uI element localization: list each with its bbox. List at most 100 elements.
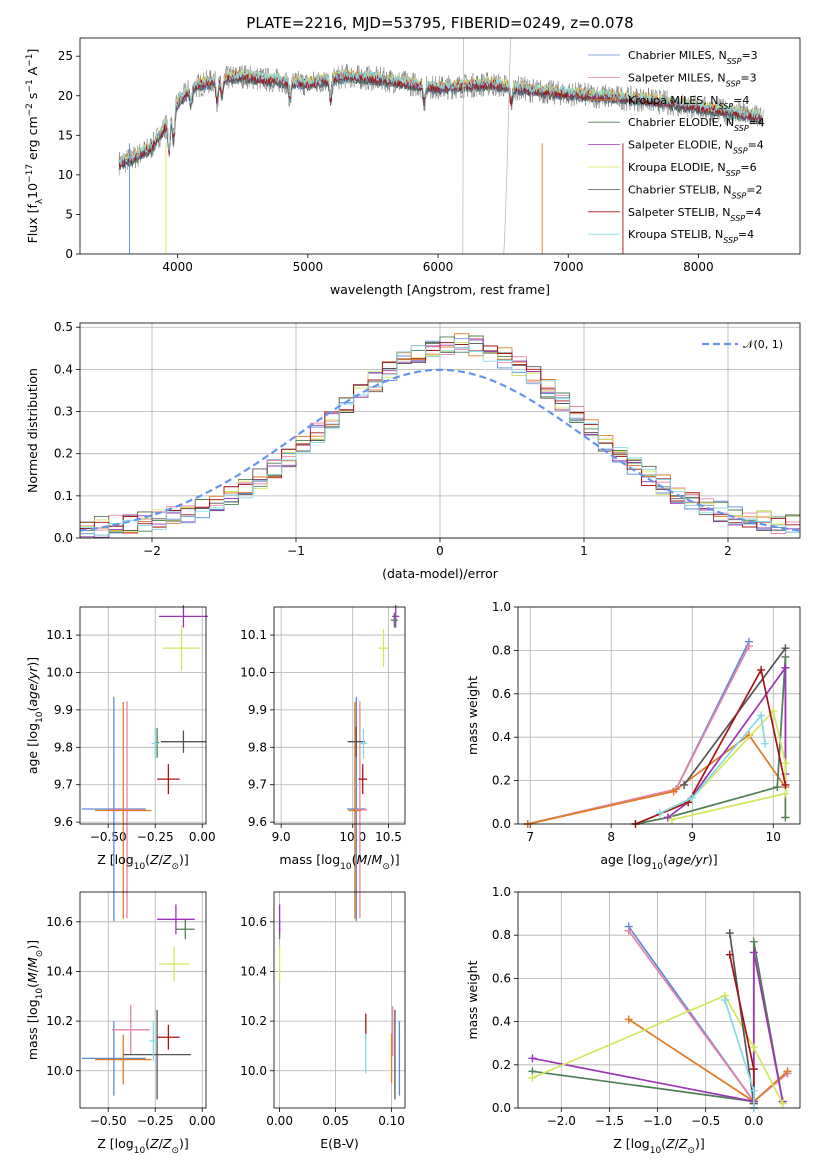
weight-line: [667, 665, 787, 819]
legend-text: Chabrier MILES, N: [628, 49, 727, 62]
age_vs_Z-panel: −0.50 −0.25 0.00 9.6 9.7 9.8 9.9 10.0 10.1 Z [log…: [25, 605, 216, 922]
x-tick-label: 0.00: [266, 1114, 293, 1128]
label-part: (: [661, 1136, 666, 1151]
x-tick-label: 9: [688, 830, 696, 844]
weight-marker: [749, 937, 758, 946]
x-tick-label: 0: [436, 544, 444, 558]
y-axis-label: Normed distribution: [25, 368, 40, 493]
weight-line: [659, 713, 767, 814]
x-tick-label: 10.5: [375, 830, 402, 844]
x-tick-label: −0.50: [90, 1114, 127, 1128]
label-part: −17: [25, 164, 35, 183]
y-tick-label: 10.0: [46, 1064, 73, 1078]
y-tick-label: 10.0: [240, 665, 267, 679]
legend-label: Chabrier MILES, NSSP=3: [628, 49, 758, 66]
y-axis-label: mass [log10(M/M⊙)]: [25, 940, 45, 1060]
x-tick-label: −0.50: [90, 830, 127, 844]
label-part: )]: [25, 657, 40, 667]
legend-sub: SSP: [734, 124, 749, 133]
weight-marker: [761, 739, 770, 748]
y-tick-label: 9.6: [248, 815, 267, 829]
weight-marker: [749, 1043, 758, 1052]
legend-value: =3: [740, 71, 756, 84]
weight-line: [628, 926, 789, 1103]
legend-text: Salpeter STELIB, N: [628, 206, 730, 219]
x-tick-label: 5000: [293, 260, 324, 274]
x-tick-label: 6000: [423, 260, 454, 274]
x-tick-label: −1.0: [643, 1114, 672, 1128]
x-tick-label: −0.25: [137, 830, 174, 844]
weight-marker: [624, 926, 633, 935]
label-part: /: [367, 852, 372, 867]
label-part: ⊙: [171, 862, 179, 872]
y-tick-label: 10.1: [46, 628, 73, 642]
axes-frame: [79, 606, 207, 825]
label-part: Z [log: [97, 1136, 133, 1151]
x-axis-label: Z [log10(Z/Z⊙)]: [613, 1136, 705, 1156]
legend-value: =4: [745, 206, 761, 219]
label-part: Z: [665, 1136, 675, 1151]
label-part: Z: [149, 852, 159, 867]
weight-line: [532, 994, 784, 1105]
label-part: 10: [652, 862, 664, 872]
x-tick-label: −2: [143, 544, 161, 558]
label-part: age [log: [25, 723, 40, 774]
legend-text: Chabrier ELODIE, N: [628, 116, 734, 129]
histogram-step: [80, 338, 800, 536]
weight-marker: [528, 1054, 537, 1063]
x-axis-label: Z [log10(Z/Z⊙)]: [97, 1136, 189, 1156]
legend-label: Kroupa STELIB, NSSP=4: [628, 228, 754, 245]
label-part: /: [675, 1136, 680, 1151]
label-part: ⊙: [35, 950, 45, 958]
model-spectrum: [118, 68, 762, 167]
weight-marker: [667, 815, 676, 824]
legend-text: Kroupa STELIB, N: [628, 228, 723, 241]
y-tick-label: 10.0: [46, 665, 73, 679]
weight-marker: [778, 1099, 787, 1108]
y-tick-label: 20: [58, 89, 73, 103]
age_vs_mass-panel: 9.0 10.0 10.5 9.6 9.7 9.8 9.9 10.0 10.1 mass [log…: [240, 605, 406, 922]
weight-marker: [781, 652, 790, 661]
y-tick-label: 10.6: [46, 915, 73, 929]
weight-line: [628, 930, 789, 1103]
legend-sub: SSP: [730, 213, 745, 222]
label-part: )]: [695, 1136, 705, 1151]
y-tick-label: 0.4: [54, 362, 73, 376]
legend-value: =4: [748, 139, 764, 152]
y-tick-label: 25: [58, 49, 73, 63]
x-axis-label: Z [log10(Z/Z⊙)]: [97, 852, 189, 872]
label-part: ⊙: [171, 1146, 179, 1156]
label-part: Z: [678, 1136, 688, 1151]
label-part: mass [log: [279, 852, 340, 867]
x-tick-label: 7000: [553, 260, 584, 274]
weight-line: [728, 932, 755, 1104]
y-tick-label: 0.2: [492, 1058, 511, 1072]
y-tick-label: 10.1: [240, 628, 267, 642]
weight-line: [532, 952, 784, 1103]
sky-line: [462, 38, 514, 254]
y-tick-label: 0.5: [54, 320, 73, 334]
label-part: Z: [162, 852, 172, 867]
label-part: age/yr: [25, 666, 40, 707]
y-tick-label: 10.4: [240, 964, 267, 978]
y-tick-label: 0.8: [492, 928, 511, 942]
y-tick-label: 9.8: [54, 740, 73, 754]
legend-label: Salpeter STELIB, NSSP=4: [628, 206, 761, 223]
x-axis-label: mass [log10(M/M⊙)]: [279, 852, 399, 872]
weight-line: [628, 1018, 789, 1103]
label-part: (: [25, 983, 40, 988]
y-tick-label: 0.0: [54, 531, 73, 545]
x-tick-label: 10.0: [339, 830, 366, 844]
label-part: 10: [134, 862, 146, 872]
label-part: 10: [25, 183, 40, 199]
mass_vs_EBV-panel: 0.00 0.05 0.10 10.0 10.2 10.4 10.6: [240, 891, 406, 1128]
label-part: age/yr: [668, 852, 709, 867]
label-part: age [log: [600, 852, 651, 867]
mw_vs_Z-panel: −2.0 −1.5 −1.0 −0.5 0.0 0.0 0.2 0.4 0.6 0.8 1.0 Z […: [465, 885, 801, 1156]
weight-marker: [749, 948, 758, 957]
weight-marker: [624, 1015, 633, 1024]
weight-marker: [528, 1073, 537, 1082]
weight-marker: [663, 813, 672, 822]
label-part: (: [25, 707, 40, 712]
